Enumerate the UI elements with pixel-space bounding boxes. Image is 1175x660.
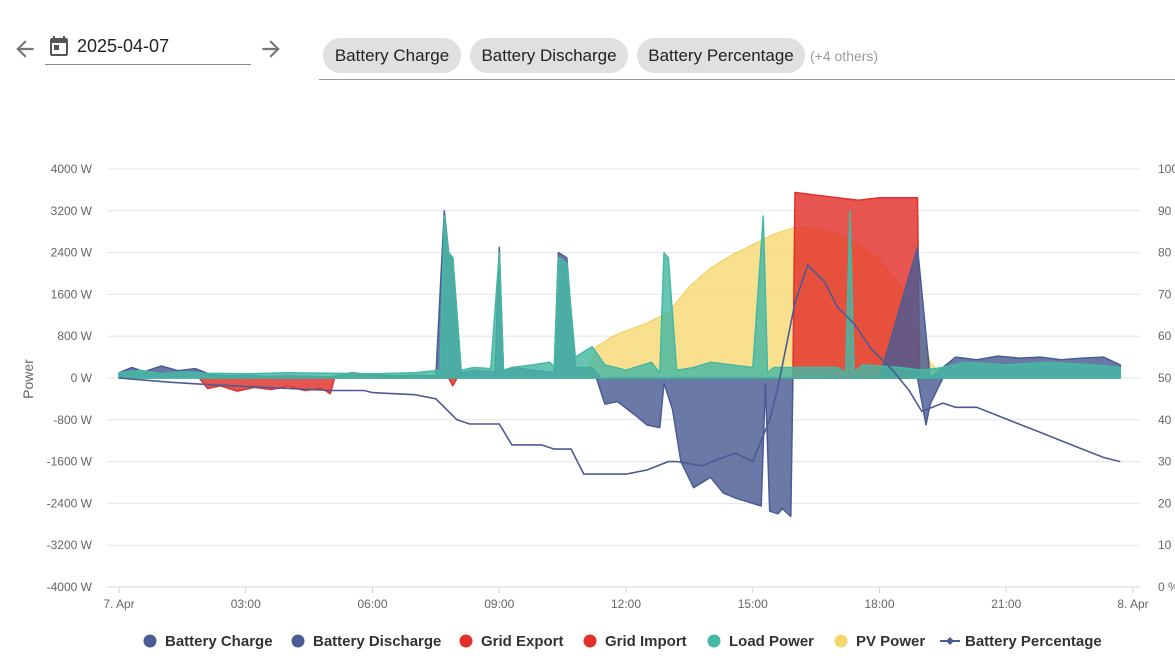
y-tick-label: 3200 W	[51, 204, 93, 218]
legend-item-pv-power[interactable]: PV Power	[834, 633, 926, 650]
legend-label: Battery Percentage	[965, 633, 1102, 650]
legend-dot-symbol	[291, 634, 305, 648]
x-tick-label: 18:00	[864, 597, 894, 611]
y-tick-label: 2400 W	[51, 246, 93, 260]
entity-chip-bar[interactable]: Battery Charge Battery Discharge Battery…	[319, 38, 1175, 80]
plot-area	[118, 191, 1122, 518]
x-tick-label: 06:00	[357, 597, 387, 611]
legend-label: Battery Discharge	[313, 633, 441, 650]
x-tick-label: 21:00	[991, 597, 1021, 611]
chip-battery-discharge[interactable]: Battery Discharge	[470, 38, 628, 73]
chip-battery-percentage[interactable]: Battery Percentage	[637, 38, 805, 73]
y2-tick-label: 100	[1158, 162, 1175, 176]
x-tick-label: 8. Apr	[1117, 597, 1148, 611]
x-tick-label: 03:00	[231, 597, 261, 611]
toolbar: 2025-04-07 Battery Charge Battery Discha…	[0, 0, 1175, 90]
y2-tick-label: 30	[1158, 455, 1172, 469]
legend-dot-symbol	[707, 634, 721, 648]
y-axis-percent: 100 90 80 70 60 50 40 30 20 10 0 %	[1158, 162, 1175, 594]
legend-dot-symbol	[459, 634, 473, 648]
legend-label: PV Power	[856, 633, 925, 650]
legend-item-battery-discharge[interactable]: Battery Discharge	[291, 633, 442, 650]
legend-diamond-symbol	[946, 637, 954, 645]
y2-tick-label: 10	[1158, 538, 1172, 552]
legend-item-grid-export[interactable]: Grid Export	[459, 633, 564, 650]
x-tick-label: 15:00	[738, 597, 768, 611]
x-tick-label: 09:00	[484, 597, 514, 611]
legend-item-battery-charge[interactable]: Battery Charge	[143, 633, 273, 650]
y-axis-title: Power	[20, 359, 36, 399]
calendar-icon[interactable]	[47, 34, 71, 58]
y-tick-label: -1600 W	[47, 455, 93, 469]
arrow-left-icon	[16, 40, 34, 58]
x-tick-label: 12:00	[611, 597, 641, 611]
y2-tick-label: 50	[1158, 371, 1172, 385]
legend-dot-symbol	[834, 634, 848, 648]
next-day-button[interactable]	[258, 36, 284, 62]
x-axis-time: 7. Apr 03:00 06:00 09:00 12:00 15:00 18:00 21:0…	[103, 587, 1149, 611]
y-tick-label: -4000 W	[47, 580, 93, 594]
history-chart: 4000 W 3200 W 2400 W 1600 W 800 W 0 W -800 W -1…	[20, 162, 1175, 650]
arrow-right-icon	[262, 40, 280, 58]
x-tick-label: 7. Apr	[103, 597, 134, 611]
y-tick-label: -3200 W	[47, 538, 93, 552]
grid-export-area[interactable]	[198, 377, 458, 395]
y-tick-label: -800 W	[53, 413, 92, 427]
y-tick-label: 1600 W	[51, 287, 93, 301]
legend-label: Grid Import	[605, 633, 687, 650]
legend-label: Grid Export	[481, 633, 564, 650]
y-tick-label: 0 W	[71, 371, 93, 385]
legend-label: Battery Charge	[165, 633, 273, 650]
legend-item-load-power[interactable]: Load Power	[707, 633, 815, 650]
legend-item-battery-percentage[interactable]: Battery Percentage	[940, 633, 1102, 650]
y2-tick-label: 80	[1158, 246, 1172, 260]
prev-day-button[interactable]	[12, 36, 38, 62]
chart-legend: Battery Charge Battery Discharge Grid Expo…	[143, 633, 1102, 650]
battery-percentage-line[interactable]	[118, 263, 1121, 475]
y2-tick-label: 70	[1158, 287, 1172, 301]
legend-dot-symbol	[583, 634, 597, 648]
other-entities-count[interactable]: (+4 others)	[810, 48, 879, 64]
chip-battery-charge[interactable]: Battery Charge	[323, 38, 461, 73]
legend-dot-symbol	[143, 634, 157, 648]
legend-item-grid-import[interactable]: Grid Import	[583, 633, 687, 650]
y-tick-label: -2400 W	[47, 496, 93, 510]
y-axis-power: 4000 W 3200 W 2400 W 1600 W 800 W 0 W -800 W -1…	[47, 162, 93, 594]
y2-tick-label: 0 %	[1158, 580, 1175, 594]
y2-tick-label: 60	[1158, 329, 1172, 343]
legend-label: Load Power	[729, 633, 814, 650]
load-power-area[interactable]	[118, 210, 1122, 379]
y-tick-label: 4000 W	[51, 162, 93, 176]
y2-tick-label: 90	[1158, 204, 1172, 218]
y-tick-label: 800 W	[57, 329, 92, 343]
date-field[interactable]: 2025-04-07	[45, 30, 251, 65]
battery-discharge-area[interactable]	[595, 377, 944, 518]
y2-tick-label: 20	[1158, 496, 1172, 510]
date-value[interactable]: 2025-04-07	[77, 36, 170, 56]
y2-tick-label: 40	[1158, 413, 1172, 427]
